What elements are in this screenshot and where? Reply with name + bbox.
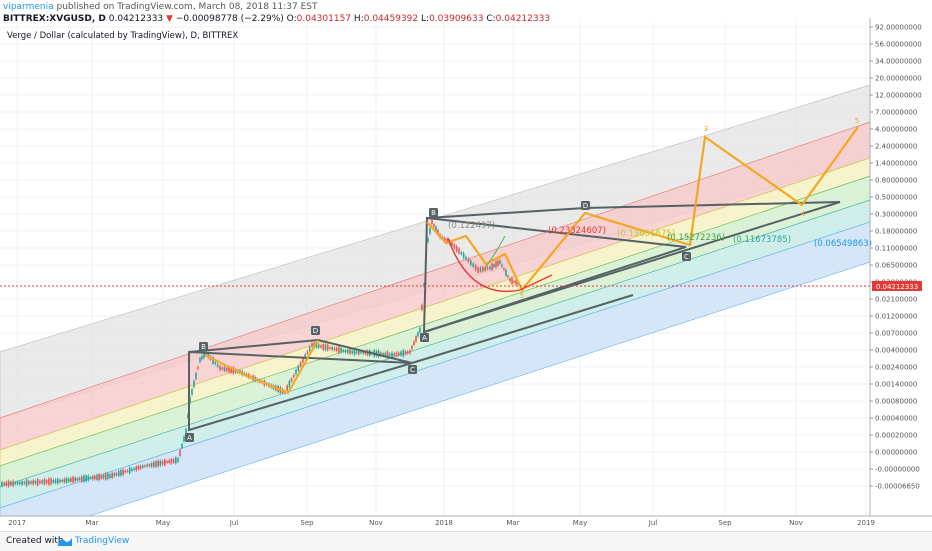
chart-title: Verge / Dollar (calculated by TradingVie… [7,31,239,41]
x-tick-label: May [156,519,170,527]
x-tick-label: Nov [789,519,803,527]
fib-band-green [0,175,870,488]
point-label-c-2018: C [684,253,689,261]
y-tick-label: 0.00020000 [875,432,917,440]
x-tick-label: Mar [506,519,519,527]
open-label: O: [286,14,297,24]
y-tick-label: 7.00000000 [875,109,917,117]
x-tick-label: Jul [648,519,658,527]
fib-label-yellow: (0.19651675) [617,229,675,239]
fib-label-green: (0.15272236) [667,233,725,243]
triangle-extension [411,294,634,364]
publish-text: published on TradingView.com, March 08, … [53,2,318,12]
close-label: C: [486,14,496,24]
close-value: 0.04212333 [495,14,551,24]
x-tick-label: Sep [718,519,732,527]
y-tick-label: 0.00000000 [875,449,917,457]
x-tick-label: Sep [300,519,314,527]
y-tick-label: 0.00700000 [875,330,917,338]
y-tick-label: 34.00000000 [875,58,922,66]
fib-label-red: (0.23324607) [548,226,606,236]
triangle-lower-2018 [423,201,841,333]
tradingview-link[interactable]: TradingView [75,536,130,546]
wave-label-5: 5 [855,117,859,125]
x-tick-label: Mar [85,519,98,527]
x-tick-label: 2019 [857,519,875,527]
y-tick-label: 1.40000000 [875,160,917,168]
x-tick-label: 2017 [8,519,26,527]
y-tick-label: 2.40000000 [875,143,917,151]
y-tick-label: 0.30000000 [875,211,917,219]
fib-label-teal: (0.11673785) [733,235,791,245]
created-with-label: Created with [6,536,64,546]
wave-2017 [204,339,319,395]
fib-label-gray: (0.122497) [448,221,495,231]
y-tick-label: 20.00000000 [875,75,922,83]
point-label-b-2017: B [201,343,206,351]
point-label-d-2018: D [583,202,588,210]
wave-label-5-low: 5 [520,292,524,300]
x-tick-label: Jul [229,519,239,527]
point-label-b-2018: B [431,209,436,217]
low-value: 0.03909633 [429,14,484,24]
y-tick-label: 0.00400000 [875,347,917,355]
fib-label-blue: (0.06549863) [814,239,872,249]
current-price-label: 0.04212333 [876,283,918,291]
triangle-abcd-2017 [188,350,413,432]
y-axis-ticks[interactable]: 92.00000000 56.00000000 34.00000000 20.0000… [870,24,922,491]
point-label-d-2017: D [313,327,318,335]
red-arc [447,237,553,292]
y-tick-label: 0.50000000 [875,194,917,202]
fib-band-teal [0,199,870,509]
y-tick-label: 12.00000000 [875,92,922,100]
symbol-label: BITTREX:XVGUSD, D [3,14,106,24]
y-tick-label: 0.00040000 [875,415,917,423]
x-tick-label: 2018 [435,519,453,527]
chart-header: viparmenia published on TradingView.com,… [0,0,932,26]
author-link[interactable]: viparmenia [3,2,54,12]
point-label-a-2018: A [422,334,427,342]
wave-projection [426,126,859,293]
open-value: 0.04301157 [296,14,352,24]
y-tick-label: -0.00000000 [875,466,920,474]
point-label-c-2017: C [410,366,415,374]
high-value: 0.04459392 [363,14,419,24]
footer: Created with TradingView [0,531,932,551]
price-chart[interactable]: A B C D A B C D 3 4 5 5 (0.23324607) (0.… [0,0,932,532]
point-labels: A B C D A B C D [185,201,691,442]
price-change: −0.00098778 (−2.29%) [175,14,284,24]
high-label: H: [353,14,364,24]
y-tick-label: 56.00000000 [875,41,922,49]
tradingview-logo-icon [58,538,72,546]
x-axis-ticks[interactable]: 2017 Mar May Jul Sep Nov 2018 Mar May Jul Sep Nov 20… [8,519,875,527]
y-tick-label: 4.00000000 [875,126,917,134]
y-tick-label: 0.00240000 [875,364,917,372]
y-tick-label: 0.11000000 [875,245,917,253]
y-tick-label: 0.06500000 [875,262,917,270]
triangle-abcd-2018 [422,216,687,334]
low-label: L: [421,14,430,24]
y-tick-label: -0.00006650 [875,483,920,491]
y-tick-label: 92.00000000 [875,24,922,32]
ohlc-line: BITTREX:XVGUSD, D 0.04212333 ▼ −0.000987… [3,13,550,25]
wave-label-3: 3 [704,125,708,133]
down-arrow-icon: ▼ [166,14,173,24]
publish-line: viparmenia published on TradingView.com,… [3,1,317,13]
x-tick-label: Nov [369,519,383,527]
y-tick-label: 0.01200000 [875,313,917,321]
x-tick-label: May [573,519,587,527]
fib-band-blue [0,221,870,516]
y-tick-label: 0.00080000 [875,398,917,406]
y-tick-label: 0.18000000 [875,228,917,236]
fib-band-yellow [0,157,870,467]
wave-label-4: 4 [801,210,806,218]
green-projection [483,235,506,271]
last-price: 0.04212333 [108,14,164,24]
fib-band-gray [0,84,870,419]
y-tick-label: 0.02100000 [875,296,917,304]
point-label-a-2017: A [187,434,192,442]
y-tick-label: 0.80000000 [875,177,917,185]
current-price-badge [872,281,922,291]
y-tick-label: 0.00140000 [875,381,917,389]
